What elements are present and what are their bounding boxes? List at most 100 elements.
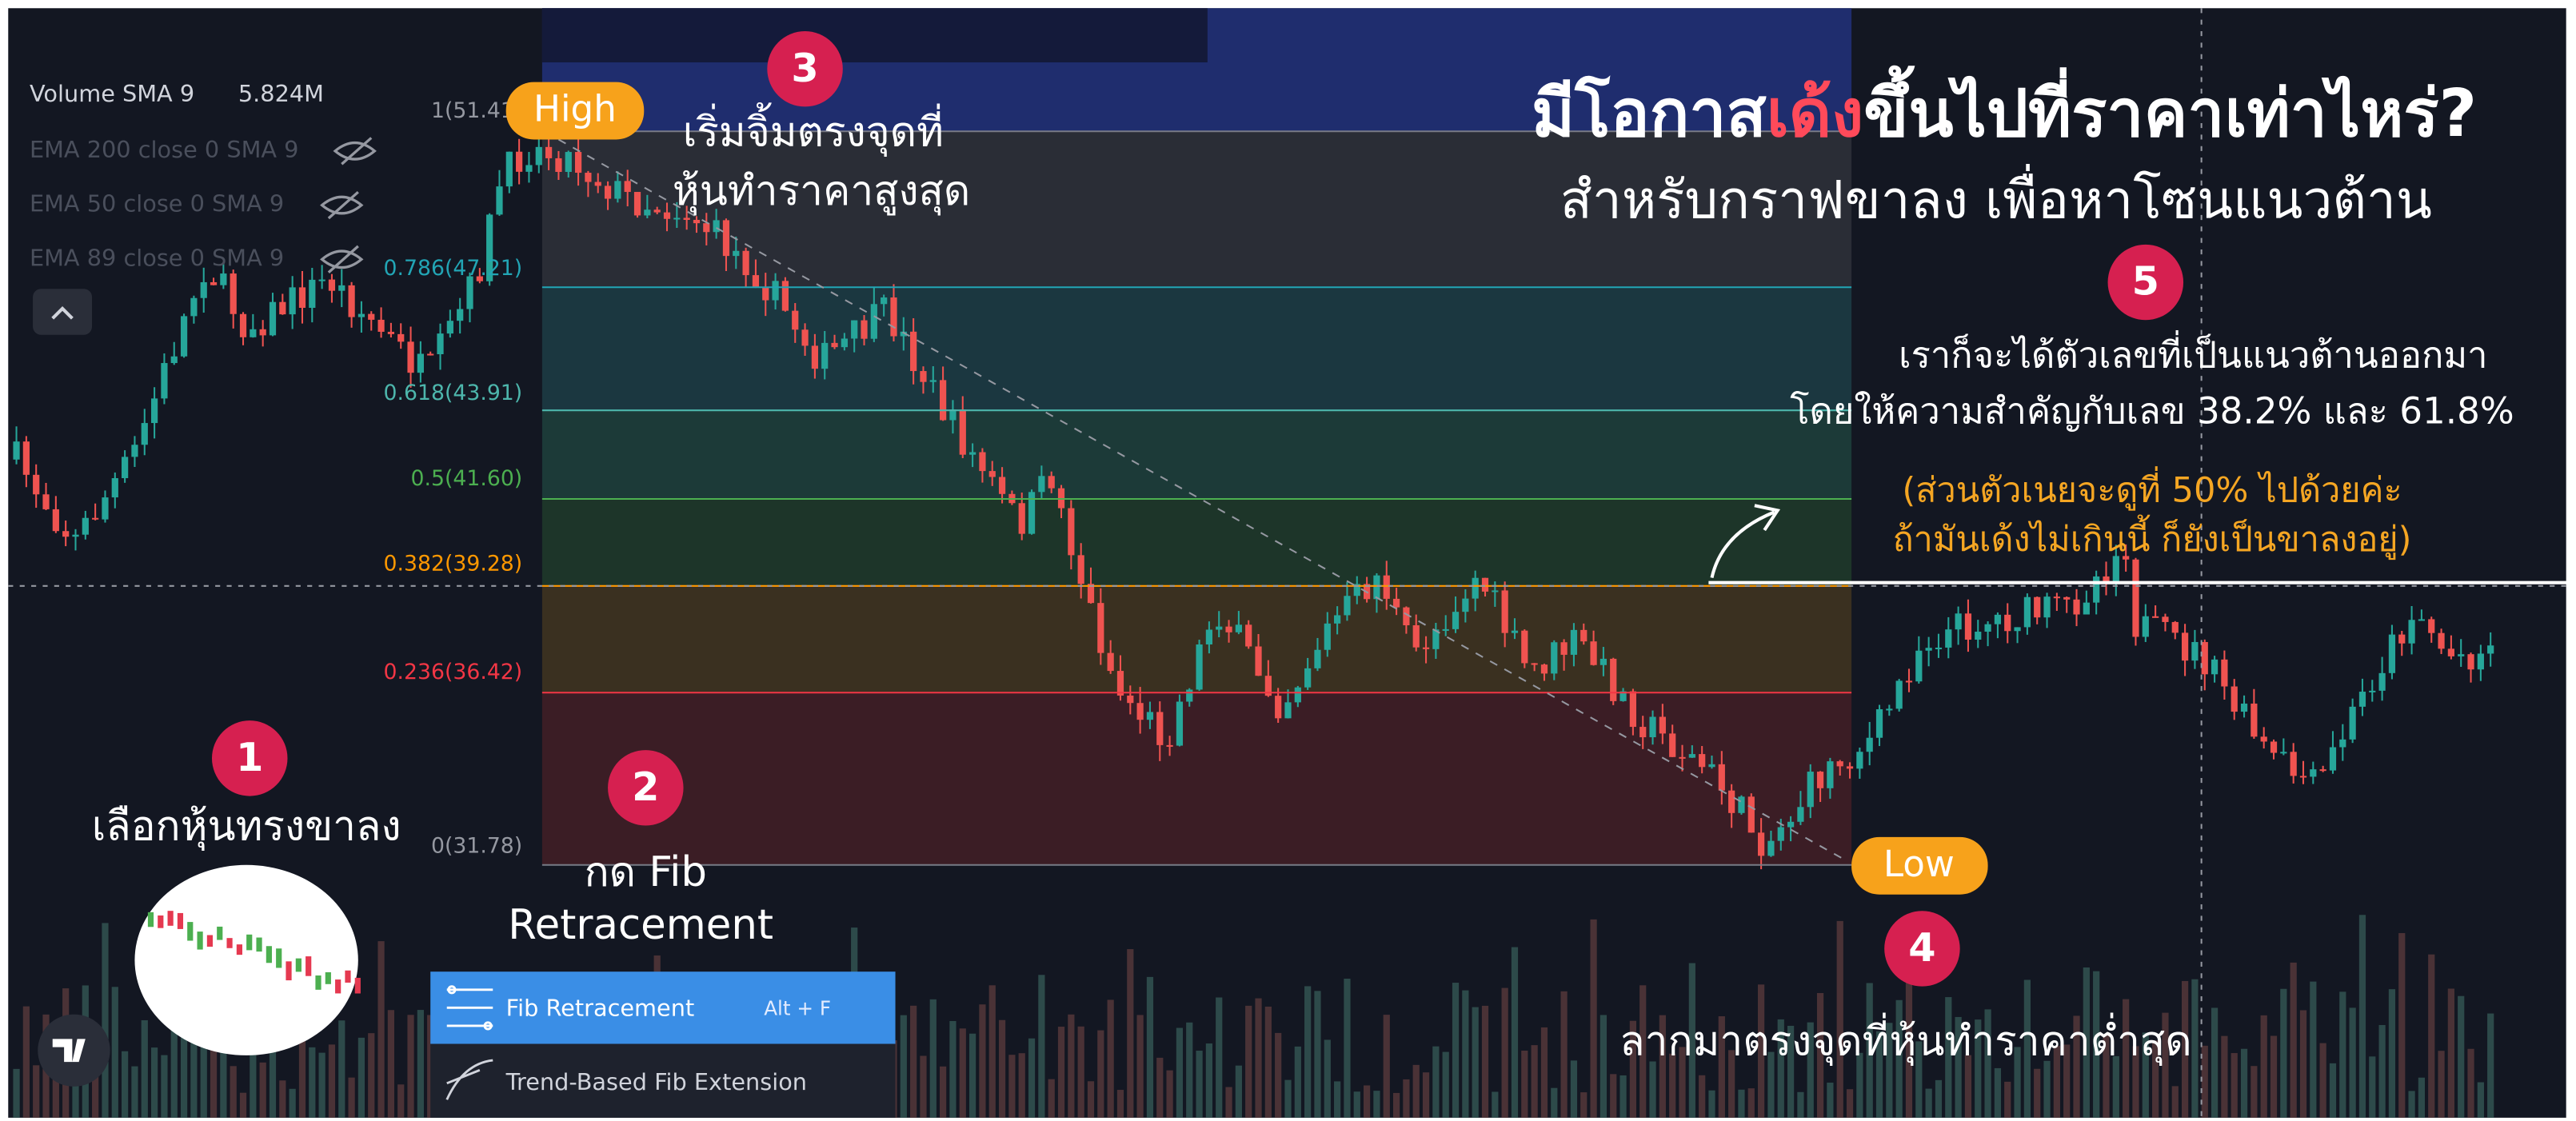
candle-body: [1472, 578, 1479, 599]
volume-bar: [2202, 1046, 2208, 1118]
indicator-name: EMA 200 close 0 SMA 9: [30, 136, 299, 163]
candle-body: [516, 152, 522, 172]
volume-bar: [1443, 1052, 1449, 1118]
volume-bar: [901, 1015, 907, 1118]
thumb-candle: [335, 979, 341, 993]
candle-body: [989, 471, 996, 477]
candle-body: [1166, 745, 1172, 747]
volume-bar: [1028, 1039, 1035, 1118]
candle-body: [1590, 641, 1596, 665]
volume-bar: [1225, 1087, 1232, 1118]
candle-body: [1767, 841, 1774, 856]
volume-bar: [1502, 988, 1508, 1118]
volume-bar: [1019, 1053, 1025, 1118]
candle-body: [634, 192, 641, 215]
candle-body: [614, 181, 621, 198]
menu-label[interactable]: Trend-Based Fib Extension: [505, 1068, 807, 1095]
candle-body: [1926, 648, 1932, 651]
zone-4: [542, 499, 1851, 586]
candle-body: [2418, 619, 2425, 620]
candle-body: [1679, 757, 1685, 759]
candle-body: [1334, 615, 1340, 623]
candle-body: [1915, 651, 1922, 681]
candle-body: [1462, 599, 1468, 612]
volume-bar: [1403, 1079, 1409, 1118]
volume-bar: [122, 1051, 128, 1118]
candle-body: [693, 220, 700, 223]
volume-bar: [13, 1069, 19, 1118]
volume-bar: [2221, 1036, 2227, 1118]
candle-body: [2083, 603, 2090, 615]
menu-label[interactable]: Fib Retracement: [506, 994, 695, 1021]
volume-bar: [1236, 1066, 1242, 1118]
thumb-candle: [246, 935, 252, 951]
volume-bar: [2300, 1010, 2306, 1117]
volume-bar: [1541, 1027, 1548, 1118]
candle-body: [2270, 741, 2277, 752]
collapse-button[interactable]: [33, 289, 92, 334]
candle-body: [2152, 616, 2159, 618]
thumb-candle: [325, 972, 331, 984]
candle-body: [2202, 642, 2208, 674]
volume-bar: [1275, 1033, 1281, 1118]
volume-bar: [1532, 1045, 1538, 1118]
volume-bar: [1847, 1089, 1853, 1118]
candle-body: [112, 478, 118, 497]
candle-body: [23, 441, 30, 475]
candle-body: [585, 173, 591, 182]
candle-body: [1186, 689, 1192, 701]
indicator-value: 5.824M: [238, 80, 324, 107]
candle-body: [1097, 603, 1104, 652]
candle-body: [447, 321, 453, 333]
headline-title: มีโอกาสเด้งขึ้นไปที่ราคาเท่าไหร่?: [1532, 65, 2477, 152]
volume-bar: [1492, 1091, 1498, 1117]
candle-body: [1512, 631, 1518, 633]
volume-bar: [2034, 1069, 2040, 1118]
candle-body: [1699, 754, 1705, 767]
candle-body: [565, 152, 572, 172]
volume-bar: [1649, 1061, 1655, 1117]
candle-body: [1748, 796, 1755, 832]
step-number: 4: [1908, 924, 1935, 971]
candle-body: [1452, 612, 1459, 629]
volume-bar: [1038, 975, 1044, 1118]
candle-body: [1196, 644, 1202, 689]
menu-shortcut[interactable]: Alt + F: [764, 996, 831, 1019]
candle-body: [723, 220, 729, 256]
volume-bar: [2251, 1066, 2257, 1118]
candle-body: [1659, 717, 1666, 734]
volume-bar: [1384, 1015, 1390, 1118]
volume-bar: [1284, 1080, 1291, 1118]
candle-body: [2408, 620, 2414, 643]
volume-bar: [338, 1020, 345, 1118]
candle-body: [1719, 764, 1725, 791]
step-text: เริ่มจิ้มตรงจุดที่: [683, 102, 944, 157]
thumb-candle: [256, 938, 262, 952]
volume-bar: [1452, 983, 1459, 1118]
candle-body: [743, 251, 749, 275]
volume-bar: [1334, 1081, 1340, 1117]
candle-body: [279, 302, 286, 314]
volume-bar: [2261, 1015, 2267, 1118]
candle-body: [2182, 632, 2188, 660]
candle-body: [1580, 630, 1587, 641]
candle-body: [397, 334, 404, 341]
volume-bar: [1176, 1028, 1183, 1118]
candle-body: [1078, 555, 1084, 584]
candle-body: [102, 497, 108, 520]
candle-body: [1837, 761, 1843, 766]
candle-body: [861, 321, 867, 339]
candle-body: [1649, 717, 1655, 738]
candle-body: [377, 320, 384, 332]
volume-bar: [2458, 996, 2464, 1118]
volume-bar: [1571, 1060, 1577, 1118]
candle-body: [1314, 650, 1320, 668]
candle-body: [1502, 590, 1508, 632]
candle-body: [131, 445, 138, 457]
fib-label: 0.236(36.42): [384, 660, 523, 684]
fib-label: 0.382(39.28): [384, 552, 523, 576]
candle-body: [1304, 668, 1311, 688]
candle-body: [890, 297, 897, 337]
volume-bar: [1797, 1092, 1803, 1118]
step-number: 2: [632, 764, 659, 810]
